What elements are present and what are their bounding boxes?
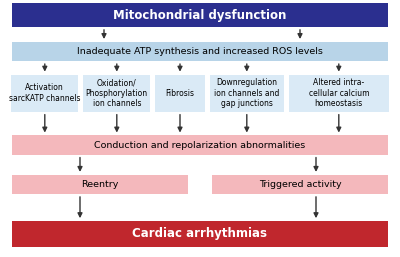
FancyBboxPatch shape [155, 75, 205, 112]
FancyBboxPatch shape [12, 221, 388, 247]
FancyBboxPatch shape [83, 75, 150, 112]
FancyBboxPatch shape [12, 175, 188, 194]
Text: Mitochondrial dysfunction: Mitochondrial dysfunction [113, 8, 287, 22]
FancyBboxPatch shape [12, 42, 388, 61]
FancyBboxPatch shape [212, 175, 388, 194]
Text: Downregulation
ion channels and
gap junctions: Downregulation ion channels and gap junc… [214, 78, 279, 108]
Text: Cardiac arrhythmias: Cardiac arrhythmias [132, 227, 268, 240]
Text: Inadequate ATP synthesis and increased ROS levels: Inadequate ATP synthesis and increased R… [77, 47, 323, 56]
FancyBboxPatch shape [12, 3, 388, 27]
Text: Reentry: Reentry [81, 180, 119, 189]
Text: Oxidation/
Phosphorylation
ion channels: Oxidation/ Phosphorylation ion channels [86, 78, 148, 108]
Text: Fibrosis: Fibrosis [166, 89, 194, 98]
Text: Activation
sarcKATP channels: Activation sarcKATP channels [9, 84, 80, 103]
FancyBboxPatch shape [11, 75, 78, 112]
FancyBboxPatch shape [12, 135, 388, 155]
FancyBboxPatch shape [210, 75, 284, 112]
FancyBboxPatch shape [289, 75, 389, 112]
Text: Conduction and repolarization abnormalities: Conduction and repolarization abnormalit… [94, 141, 306, 150]
Text: Triggered activity: Triggered activity [259, 180, 341, 189]
Text: Altered intra-
cellular calcium
homeostasis: Altered intra- cellular calcium homeosta… [308, 78, 369, 108]
